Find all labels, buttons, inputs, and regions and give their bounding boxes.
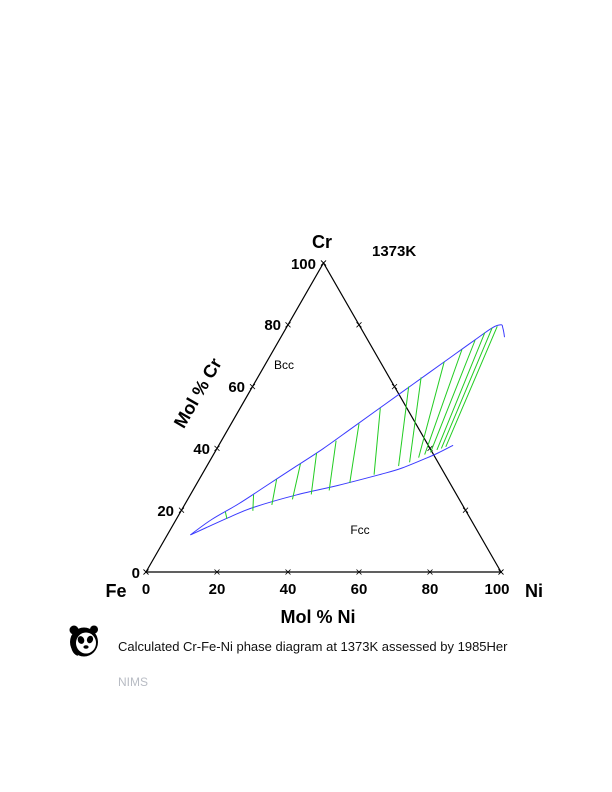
tick-mark — [320, 260, 327, 266]
tie-line — [224, 511, 228, 519]
tie-line — [424, 349, 463, 455]
tick-label-left-40: 40 — [193, 441, 210, 458]
axis-title-cr: Mol % Cr — [170, 355, 226, 432]
tie-line — [436, 332, 486, 451]
tick-mark — [356, 569, 362, 575]
tie-line — [252, 494, 255, 511]
tick-mark — [356, 322, 362, 328]
fcc-phase-boundary — [190, 444, 454, 536]
vertex-label-ni: Ni — [525, 581, 543, 601]
tick-mark — [462, 507, 469, 513]
tick-mark — [285, 322, 291, 328]
tie-line — [445, 326, 498, 448]
vertex-label-fe: Fe — [105, 581, 126, 601]
tick-label-left-20: 20 — [157, 503, 174, 520]
tick-label-bottom-20: 20 — [209, 581, 226, 598]
tie-line — [349, 423, 360, 484]
tick-mark — [427, 569, 433, 575]
axis-ticks — [143, 260, 504, 575]
tie-line — [328, 440, 337, 491]
tie-line — [440, 327, 493, 449]
tick-label-bottom-60: 60 — [351, 581, 368, 598]
tick-label-left-100: 100 — [291, 256, 316, 273]
tick-mark — [214, 445, 220, 452]
tick-label-left-0: 0 — [132, 565, 140, 582]
ternary-triangle-frame — [144, 261, 503, 573]
tick-label-bottom-100: 100 — [484, 581, 509, 598]
tie-line — [430, 340, 476, 453]
tick-mark — [249, 383, 256, 390]
axis-title-ni: Mol % Ni — [281, 607, 356, 627]
tick-mark — [214, 569, 220, 575]
tick-mark — [391, 383, 398, 390]
region-label-bcc: Bcc — [274, 358, 294, 372]
tick-mark — [178, 507, 185, 513]
panda-logo-icon — [69, 625, 98, 657]
tie-line — [291, 463, 301, 500]
tick-label-bottom-80: 80 — [422, 581, 439, 598]
tick-mark — [285, 569, 291, 575]
bcc-phase-boundary — [190, 324, 505, 536]
tick-label-left-80: 80 — [264, 317, 281, 334]
tick-label-bottom-40: 40 — [280, 581, 297, 598]
tie-line — [398, 386, 410, 467]
figure-caption: Calculated Cr-Fe-Ni phase diagram at 137… — [118, 639, 508, 654]
tick-label-left-60: 60 — [228, 379, 245, 396]
vertex-label-cr: Cr — [312, 232, 332, 252]
temperature-label: 1373K — [372, 243, 416, 260]
tie-line — [310, 452, 318, 495]
tie-lines — [224, 326, 498, 519]
tick-mark — [498, 569, 504, 575]
tick-label-bottom-0: 0 — [142, 581, 150, 598]
tie-line — [418, 361, 445, 458]
tie-line — [373, 408, 381, 475]
source-label: NIMS — [118, 675, 148, 689]
tick-mark — [143, 569, 149, 575]
tie-line — [271, 479, 278, 506]
region-label-fcc: Fcc — [350, 523, 369, 537]
tie-line — [409, 377, 422, 463]
